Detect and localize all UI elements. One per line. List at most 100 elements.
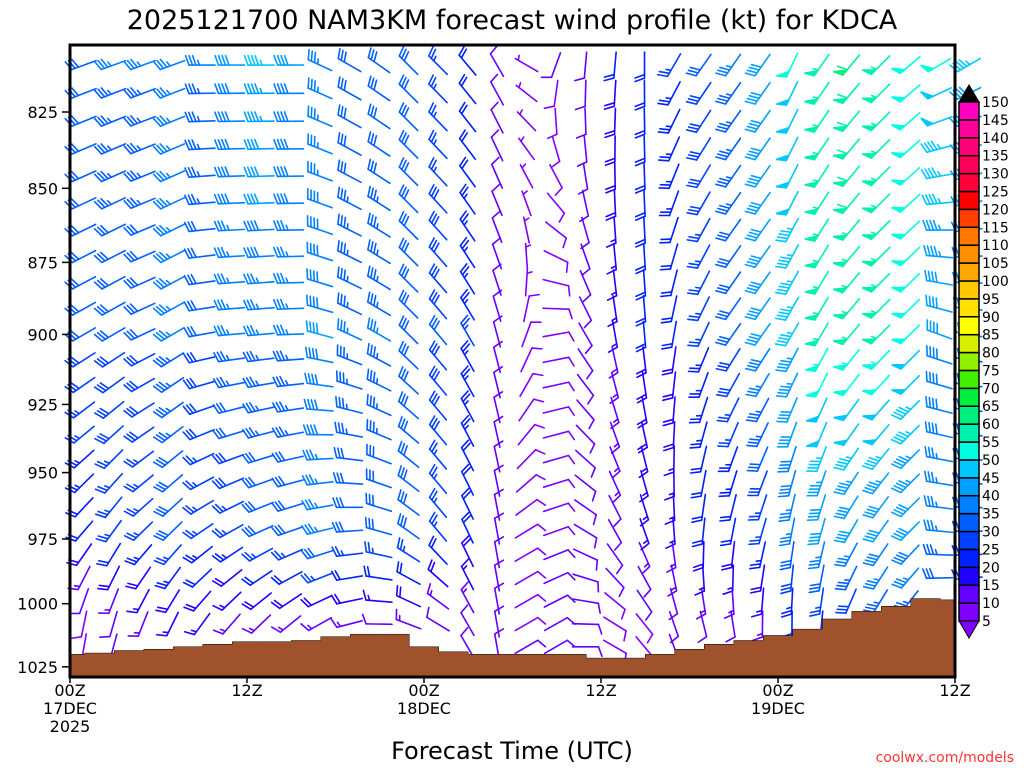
barb-feather <box>778 363 791 366</box>
barb-feather <box>129 277 139 287</box>
barb-feather <box>250 111 256 123</box>
barb-feather <box>634 129 646 136</box>
barb-feather <box>250 166 256 178</box>
barb-feather <box>836 176 848 182</box>
barb-feather <box>397 465 403 477</box>
barb-shaft <box>221 591 242 611</box>
barb-feather <box>493 559 505 567</box>
barb-feather <box>126 304 136 314</box>
x-tick-label: 12Z <box>231 681 262 700</box>
barb-shaft <box>524 268 529 297</box>
barb-feather <box>369 395 372 407</box>
colorbar: 5101520253035404550556065707580859095100… <box>958 84 1009 639</box>
barb-feather <box>159 87 168 97</box>
barb-half-feather <box>694 233 702 237</box>
barb-shaft <box>306 304 334 314</box>
barb-feather <box>749 463 761 466</box>
barb-feather <box>925 568 931 580</box>
barb-feather <box>158 406 169 415</box>
barb-feather <box>567 525 576 536</box>
barb-feather <box>99 278 110 287</box>
barb-feather <box>397 440 403 452</box>
barb-shaft <box>612 242 618 271</box>
barb-half-feather <box>870 284 878 288</box>
barb-half-feather <box>965 60 971 66</box>
wind-barb <box>331 521 364 533</box>
barb-feather <box>720 539 732 543</box>
barb-half-feather <box>225 354 230 361</box>
wind-barb <box>183 273 216 286</box>
barb-feather <box>635 291 646 298</box>
barb-shaft <box>580 243 591 270</box>
barb-shaft <box>398 324 419 345</box>
barb-half-feather <box>376 249 379 257</box>
barb-feather <box>431 368 438 379</box>
barb-feather <box>744 315 756 321</box>
wind-barb <box>243 138 275 151</box>
barb-feather <box>300 623 310 632</box>
wind-barb <box>428 157 448 187</box>
barb-shaft <box>843 519 859 544</box>
x-tick-label: 19DEC <box>751 699 805 718</box>
barb-feather <box>750 281 762 286</box>
wind-barb <box>211 477 245 490</box>
barb-pennant <box>861 260 878 267</box>
wind-barb <box>337 266 362 290</box>
barb-shaft <box>724 81 742 105</box>
wind-barb <box>715 245 742 268</box>
wind-barb <box>688 372 709 399</box>
wind-barb <box>543 250 569 273</box>
barb-feather <box>934 271 938 284</box>
barb-shaft <box>307 87 333 100</box>
barb-feather <box>778 285 790 289</box>
barb-pennant <box>891 312 907 319</box>
barb-shaft <box>900 544 920 565</box>
barb-feather <box>96 435 108 442</box>
wind-barb <box>862 349 891 371</box>
barb-feather <box>311 373 315 386</box>
barb-feather <box>550 160 561 169</box>
wind-barb <box>686 191 711 216</box>
barb-feather <box>367 75 372 87</box>
barb-feather <box>430 132 437 143</box>
barb-shaft <box>219 546 244 563</box>
barb-feather <box>276 111 282 123</box>
barb-feather <box>159 251 168 261</box>
barb-feather <box>366 565 371 578</box>
colorbar-swatch <box>958 316 980 336</box>
barb-feather <box>864 559 876 564</box>
barb-shaft <box>724 297 742 321</box>
barb-feather <box>93 281 103 290</box>
barb-shaft <box>666 53 682 78</box>
barb-feather <box>780 385 792 389</box>
barb-feather <box>156 88 165 98</box>
barb-feather <box>574 105 586 111</box>
barb-feather <box>97 59 106 70</box>
barb-feather <box>189 351 197 362</box>
barb-shaft <box>514 639 539 655</box>
barb-half-feather <box>875 455 882 460</box>
wind-barb <box>242 376 275 389</box>
barb-feather <box>866 508 878 513</box>
barb-feather <box>152 333 163 342</box>
barb-shaft <box>337 196 362 211</box>
barb-shaft <box>190 499 214 515</box>
barb-shaft <box>188 331 216 338</box>
barb-half-feather <box>642 539 649 545</box>
barb-shaft <box>188 120 216 123</box>
barb-feather <box>182 431 191 441</box>
wind-barb <box>890 424 920 445</box>
barb-feather <box>689 446 701 449</box>
barb-half-feather <box>812 96 819 100</box>
barb-feather <box>156 633 168 637</box>
barb-feather <box>719 335 731 341</box>
barb-shaft <box>335 456 364 462</box>
wind-barb <box>305 320 334 339</box>
barb-feather <box>893 532 905 539</box>
barb-shaft <box>164 589 181 614</box>
wind-barb <box>749 564 766 594</box>
barb-shaft <box>584 79 587 108</box>
barb-feather <box>273 166 279 178</box>
wind-barb <box>93 223 126 237</box>
